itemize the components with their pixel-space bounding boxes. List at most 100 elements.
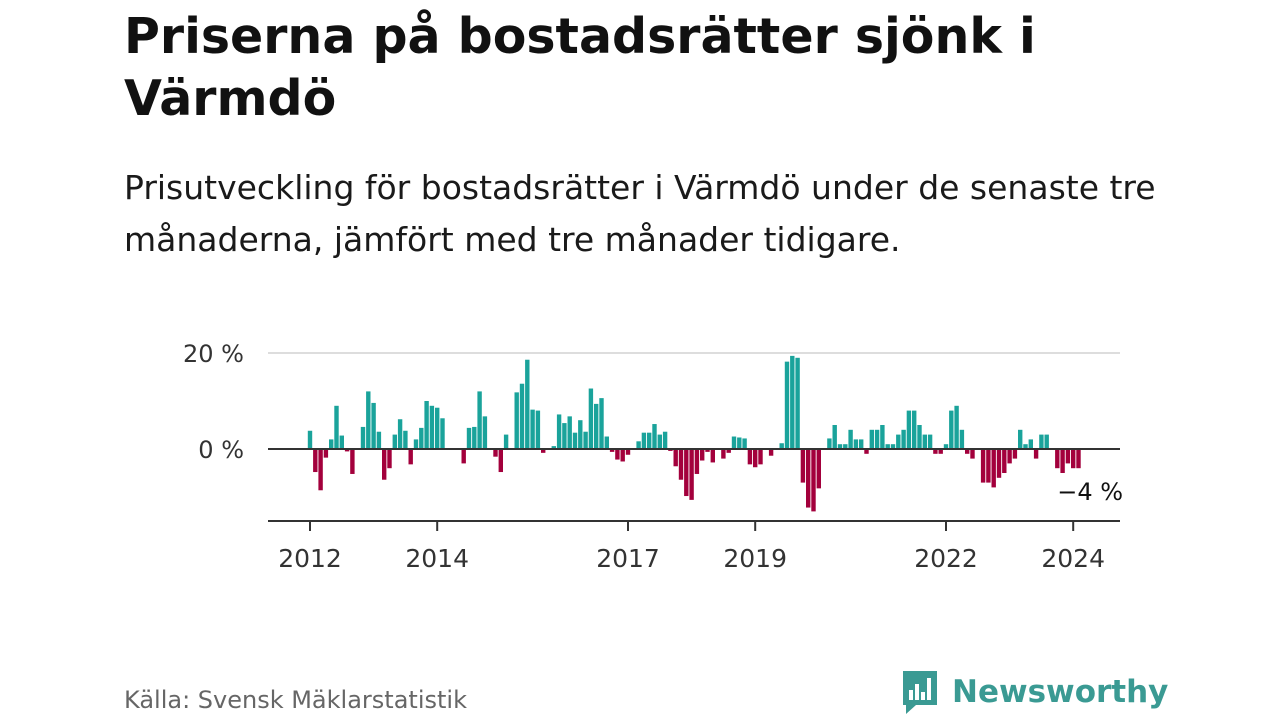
bar [435, 407, 440, 449]
bar [694, 449, 700, 474]
bar [1007, 449, 1012, 464]
bar [1018, 429, 1023, 449]
bar [636, 441, 641, 449]
bar [996, 449, 1002, 478]
bar [339, 435, 344, 449]
bar [366, 391, 371, 449]
bar [556, 414, 562, 449]
bar [837, 444, 843, 449]
bar [1055, 449, 1060, 469]
bar [1033, 449, 1039, 459]
bar [615, 449, 620, 460]
bar [906, 410, 912, 449]
x-tick-label: 2012 [278, 544, 342, 573]
bar [609, 449, 615, 452]
bar [917, 425, 922, 449]
bar [965, 449, 970, 454]
bar [641, 432, 647, 449]
bar [514, 392, 519, 449]
bar [625, 449, 631, 455]
bar [567, 416, 572, 449]
bar [721, 449, 726, 459]
bar [318, 449, 323, 491]
bar [392, 434, 397, 449]
bar [1039, 434, 1044, 449]
latest-value-label: −4 % [1057, 478, 1123, 506]
bar [742, 438, 747, 449]
y-tick-label: 0 % [198, 436, 244, 464]
bar [758, 449, 763, 465]
bar [827, 438, 832, 449]
y-tick-label: 20 % [183, 340, 244, 368]
bar [662, 431, 668, 449]
bar [753, 449, 758, 468]
bar [737, 437, 742, 449]
bar [859, 439, 864, 449]
bar [323, 449, 329, 458]
bar [578, 420, 583, 449]
bar [927, 434, 933, 449]
bar [843, 444, 848, 449]
bar [535, 410, 541, 449]
bar [784, 361, 790, 449]
bar [382, 449, 387, 480]
bar [673, 449, 678, 467]
bar [493, 449, 498, 457]
bar [429, 405, 435, 449]
x-tick-label: 2024 [1041, 544, 1105, 573]
bar [949, 410, 954, 449]
bar [1044, 434, 1049, 449]
bar [503, 434, 509, 449]
bar [376, 431, 382, 449]
bar [710, 449, 715, 463]
bar [1071, 449, 1076, 469]
bar [986, 449, 991, 483]
bar [360, 426, 366, 449]
bar [864, 449, 869, 454]
bar [461, 449, 466, 464]
bar [779, 443, 784, 449]
bar [519, 383, 525, 449]
bar [334, 405, 339, 449]
bar [790, 355, 795, 449]
bar [599, 398, 604, 449]
bar [705, 449, 710, 452]
bar [583, 431, 588, 449]
bar [525, 359, 530, 449]
bar [811, 449, 816, 512]
bar [1002, 449, 1007, 473]
bar [466, 427, 472, 449]
bar [551, 446, 556, 449]
bar [874, 429, 880, 449]
bar [541, 449, 546, 453]
bar [869, 429, 874, 449]
x-tick-label: 2019 [723, 544, 787, 573]
bar [350, 449, 355, 474]
bar [768, 449, 774, 456]
bar [1076, 449, 1081, 469]
bar [795, 357, 800, 449]
bar [397, 419, 403, 449]
bar [806, 449, 811, 508]
bar [594, 403, 599, 449]
bar [329, 439, 334, 449]
bar [440, 418, 445, 449]
newsworthy-logo-icon [903, 671, 937, 714]
bar [572, 432, 578, 449]
bar [1028, 439, 1033, 449]
bar [313, 449, 318, 473]
bar [991, 449, 996, 488]
bar [620, 449, 625, 462]
bar [1023, 444, 1028, 449]
bar [922, 434, 927, 449]
bar [980, 449, 986, 483]
brand-logo[interactable]: Newsworthy [900, 668, 1168, 716]
bar [408, 449, 413, 465]
bar [700, 449, 705, 461]
x-tick-label: 2014 [405, 544, 469, 573]
source-note: Källa: Svensk Mäklarstatistik [124, 686, 467, 714]
bar [896, 434, 901, 449]
bar [424, 401, 429, 449]
bar [901, 429, 906, 449]
bar [689, 449, 694, 500]
